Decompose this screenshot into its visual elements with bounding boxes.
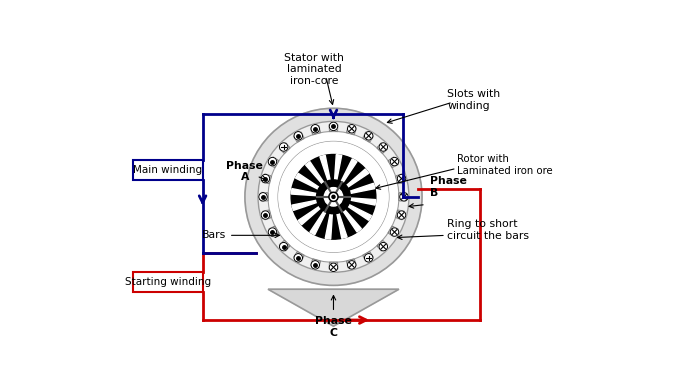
Polygon shape: [399, 193, 406, 201]
Polygon shape: [320, 155, 330, 181]
Circle shape: [278, 141, 389, 252]
Circle shape: [279, 242, 288, 251]
Polygon shape: [395, 174, 404, 184]
Polygon shape: [294, 251, 304, 261]
Polygon shape: [346, 259, 357, 268]
Circle shape: [332, 195, 335, 198]
Circle shape: [245, 108, 422, 286]
Circle shape: [329, 192, 338, 202]
Polygon shape: [292, 200, 318, 210]
Polygon shape: [377, 240, 388, 251]
Polygon shape: [341, 159, 357, 183]
Circle shape: [294, 131, 303, 140]
Circle shape: [294, 254, 303, 262]
Polygon shape: [268, 157, 279, 168]
Circle shape: [316, 180, 350, 214]
Polygon shape: [350, 198, 376, 205]
Polygon shape: [377, 143, 388, 153]
Text: Ring to short
circuit the bars: Ring to short circuit the bars: [447, 219, 529, 241]
Circle shape: [365, 131, 373, 140]
Polygon shape: [335, 154, 342, 180]
Circle shape: [258, 121, 409, 272]
Text: Main winding: Main winding: [133, 165, 202, 175]
Polygon shape: [348, 204, 372, 220]
Circle shape: [279, 142, 388, 252]
Polygon shape: [329, 124, 338, 131]
Polygon shape: [310, 211, 326, 235]
Circle shape: [279, 143, 288, 151]
Polygon shape: [294, 132, 304, 142]
Circle shape: [379, 242, 387, 251]
Circle shape: [268, 158, 277, 166]
Polygon shape: [329, 262, 338, 269]
Text: Rotor with
Laminated iron ore: Rotor with Laminated iron ore: [457, 154, 553, 176]
Text: Phase
C: Phase C: [315, 316, 352, 338]
Polygon shape: [346, 126, 357, 135]
Circle shape: [261, 174, 270, 183]
Polygon shape: [296, 173, 320, 189]
Polygon shape: [388, 157, 398, 168]
Bar: [133, 160, 203, 180]
Text: Slots with
winding: Slots with winding: [447, 89, 501, 110]
Circle shape: [291, 154, 376, 239]
Circle shape: [261, 211, 270, 219]
Polygon shape: [291, 189, 317, 196]
Circle shape: [400, 193, 408, 201]
Text: Phase
A: Phase A: [227, 161, 264, 182]
Polygon shape: [311, 126, 320, 135]
Circle shape: [311, 261, 320, 269]
Circle shape: [365, 254, 373, 262]
Polygon shape: [337, 213, 347, 238]
Polygon shape: [395, 210, 404, 220]
Text: Stator with
laminated
iron-core: Stator with laminated iron-core: [284, 53, 344, 86]
Bar: [133, 272, 203, 291]
Polygon shape: [363, 251, 374, 261]
Polygon shape: [346, 169, 369, 187]
Polygon shape: [262, 210, 271, 220]
Text: Bars: Bars: [201, 230, 225, 240]
Polygon shape: [268, 226, 279, 237]
Polygon shape: [268, 289, 399, 326]
Circle shape: [390, 228, 399, 236]
Polygon shape: [279, 240, 290, 251]
Polygon shape: [311, 259, 320, 268]
Polygon shape: [388, 226, 398, 237]
Polygon shape: [262, 174, 271, 184]
Polygon shape: [261, 193, 268, 201]
Text: Starting winding: Starting winding: [125, 277, 211, 287]
Circle shape: [329, 263, 337, 272]
Circle shape: [398, 174, 406, 183]
Circle shape: [398, 211, 406, 219]
Polygon shape: [305, 161, 324, 184]
Circle shape: [390, 158, 399, 166]
Polygon shape: [325, 214, 333, 239]
Circle shape: [324, 187, 343, 206]
Circle shape: [259, 193, 267, 201]
Circle shape: [329, 122, 337, 131]
Circle shape: [348, 124, 356, 133]
Polygon shape: [350, 183, 375, 193]
Circle shape: [348, 261, 356, 269]
Text: Phase
B: Phase B: [430, 176, 466, 198]
Circle shape: [379, 143, 387, 151]
Circle shape: [331, 194, 337, 200]
Polygon shape: [279, 143, 290, 153]
Circle shape: [311, 124, 320, 133]
Polygon shape: [298, 206, 321, 225]
Polygon shape: [363, 132, 374, 142]
Polygon shape: [343, 210, 361, 232]
Circle shape: [268, 228, 277, 236]
Circle shape: [268, 131, 399, 262]
